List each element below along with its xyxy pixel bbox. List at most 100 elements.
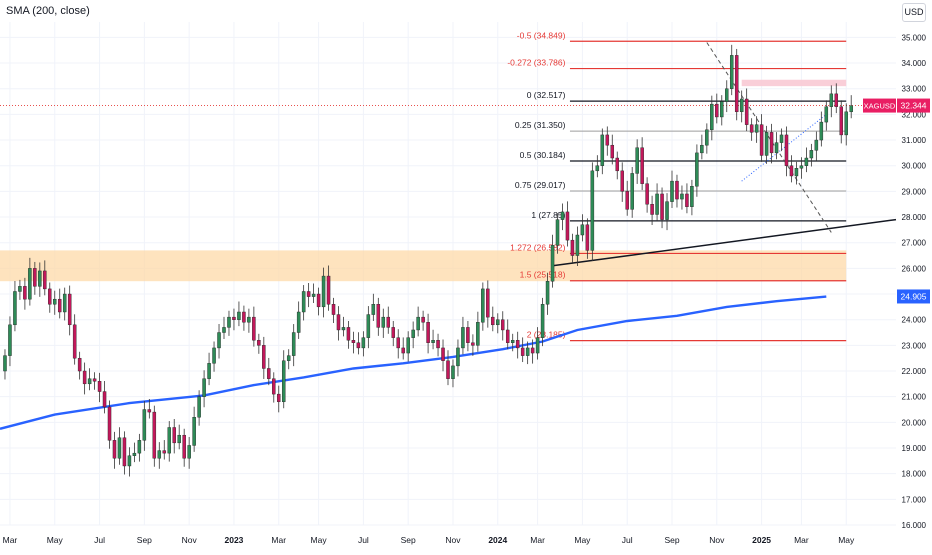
candle-body	[839, 106, 843, 136]
time-tick-label: Mar	[3, 535, 18, 545]
candle-body	[117, 437, 122, 459]
price-tick-label: 34.000	[902, 59, 927, 68]
candle-body	[421, 316, 425, 323]
candle-body	[585, 224, 590, 251]
candle-body	[187, 445, 191, 459]
time-tick-label: May	[838, 535, 855, 545]
price-tick-label: 23.000	[902, 341, 927, 350]
candle-body	[142, 409, 147, 441]
candle-body	[62, 293, 67, 313]
price-tick-label: 27.000	[902, 239, 927, 248]
candle-body	[431, 340, 435, 343]
time-tick-label: Nov	[709, 535, 725, 545]
candle-body	[565, 211, 570, 241]
candle-body	[456, 347, 460, 367]
candle-body	[381, 316, 386, 328]
candle-body	[331, 304, 336, 315]
candle-body	[366, 314, 371, 338]
candle-body	[291, 332, 296, 356]
candle-body	[356, 342, 361, 349]
currency-button[interactable]: USD	[902, 3, 926, 22]
candle-body	[301, 291, 306, 313]
candle-body	[281, 360, 286, 403]
fibonacci-levels: -0.5 (34.849) -0.272 (33.786) 0 (32.517) 0.…	[507, 30, 847, 342]
price-tick-label: 19.000	[902, 444, 927, 453]
candle-body	[580, 224, 585, 236]
candle-body	[122, 437, 127, 467]
candle-body	[82, 370, 87, 385]
candle-body	[92, 378, 97, 382]
candle-body	[272, 378, 276, 395]
candle-body	[655, 193, 659, 215]
candle-body	[38, 270, 42, 287]
price-axis: 16.000 17.000 18.000 19.000 20.000 21.000 22.0…	[902, 33, 927, 530]
candle-body	[849, 105, 853, 113]
indicator-label[interactable]: SMA (200, close)	[6, 5, 90, 17]
time-tick-label: Jul	[94, 535, 105, 545]
candle-body	[729, 55, 734, 89]
candle-body	[759, 124, 764, 156]
candle-body	[182, 434, 186, 459]
fib-level-label: 0.25 (31.350)	[515, 120, 566, 130]
fib-level-label: 0.75 (29.017)	[515, 180, 566, 190]
candle-body	[665, 201, 669, 220]
candle-body	[311, 293, 316, 297]
candle-body	[530, 347, 535, 354]
resistance-zone	[741, 79, 847, 87]
candle-body	[177, 434, 181, 444]
candle-body	[734, 55, 739, 113]
candle-body	[700, 144, 704, 154]
candle-body	[545, 280, 550, 305]
rising-trendline	[552, 218, 897, 267]
candle-body	[162, 450, 167, 454]
candle-body	[137, 440, 142, 454]
price-tick-label: 22.000	[902, 367, 927, 376]
fib-level-label: 1.272 (26.582)	[510, 242, 565, 252]
candle-body	[376, 304, 381, 328]
candle-body	[710, 103, 714, 130]
time-tick-label: Nov	[445, 535, 461, 545]
candle-body	[809, 150, 814, 159]
candle-body	[834, 93, 839, 107]
candle-body	[87, 378, 92, 385]
candle-body	[695, 152, 699, 187]
candle-body	[77, 357, 82, 372]
sma-line	[0, 295, 827, 430]
candle-body	[396, 337, 400, 349]
price-tick-label: 16.000	[902, 521, 927, 530]
candle-body	[252, 316, 256, 341]
candle-body	[326, 275, 331, 305]
time-tick-label: May	[574, 535, 591, 545]
price-tick-label: 33.000	[902, 85, 927, 94]
price-tag-value: 32.344	[901, 101, 927, 111]
candle-body	[43, 270, 47, 290]
time-tick-label: 2025	[752, 535, 771, 545]
time-tick-label: May	[311, 535, 328, 545]
candle-body	[57, 298, 62, 313]
candle-body	[316, 293, 321, 308]
time-tick-label: Jul	[358, 535, 369, 545]
candle-body	[814, 139, 819, 151]
candles	[3, 44, 853, 477]
candle-body	[18, 286, 22, 292]
price-tick-label: 35.000	[902, 33, 927, 42]
candle-body	[202, 378, 206, 397]
candle-body	[595, 165, 600, 172]
candle-body	[277, 393, 281, 403]
candle-body	[550, 245, 555, 282]
candle-body	[515, 340, 520, 349]
candle-body	[764, 132, 769, 156]
symbol-tag	[863, 98, 896, 113]
candle-body	[476, 322, 480, 346]
candle-body	[690, 186, 694, 207]
candle-body	[715, 103, 719, 118]
candle-body	[286, 355, 291, 361]
candle-body	[416, 316, 420, 331]
candle-body	[555, 219, 560, 246]
price-tick-label: 30.000	[902, 162, 927, 171]
candle-body	[102, 391, 107, 408]
candle-body	[346, 327, 351, 341]
fib-level-label: 0 (32.517)	[527, 90, 566, 100]
